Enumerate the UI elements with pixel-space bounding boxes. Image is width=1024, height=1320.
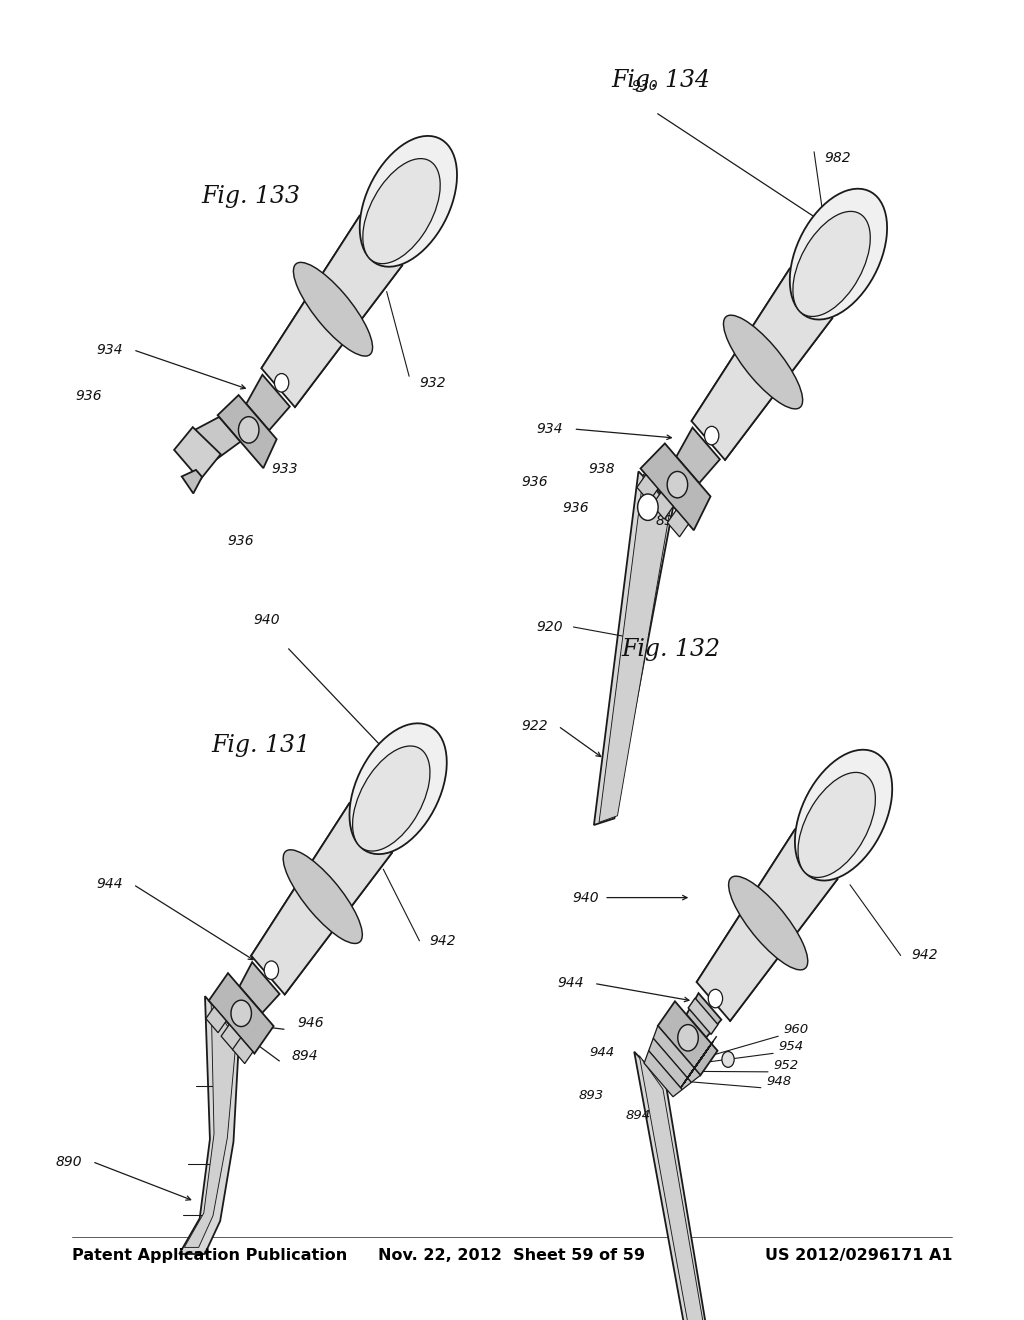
Polygon shape bbox=[251, 804, 392, 994]
Polygon shape bbox=[653, 1026, 700, 1082]
Ellipse shape bbox=[294, 263, 373, 356]
Text: Patent Application Publication: Patent Application Publication bbox=[72, 1249, 347, 1263]
Text: Fig. 134: Fig. 134 bbox=[611, 69, 710, 92]
Text: 952: 952 bbox=[773, 1059, 799, 1072]
Text: 936: 936 bbox=[227, 535, 254, 548]
Polygon shape bbox=[648, 1039, 691, 1089]
Ellipse shape bbox=[793, 211, 870, 317]
Circle shape bbox=[678, 1024, 698, 1051]
Polygon shape bbox=[261, 216, 402, 407]
Text: 930: 930 bbox=[408, 140, 434, 154]
Text: 940: 940 bbox=[253, 614, 280, 627]
Circle shape bbox=[274, 374, 289, 392]
Circle shape bbox=[668, 471, 688, 498]
Circle shape bbox=[638, 494, 658, 520]
Polygon shape bbox=[676, 428, 720, 483]
Polygon shape bbox=[179, 997, 240, 1254]
Text: 960: 960 bbox=[783, 1023, 809, 1036]
Text: 920: 920 bbox=[537, 620, 563, 634]
Circle shape bbox=[709, 989, 723, 1007]
Text: 890: 890 bbox=[55, 1155, 82, 1168]
Text: 982: 982 bbox=[824, 152, 851, 165]
Ellipse shape bbox=[352, 746, 430, 851]
Ellipse shape bbox=[724, 315, 803, 409]
Text: Nov. 22, 2012  Sheet 59 of 59: Nov. 22, 2012 Sheet 59 of 59 bbox=[379, 1249, 645, 1263]
Ellipse shape bbox=[798, 772, 876, 878]
Polygon shape bbox=[634, 1052, 712, 1320]
Polygon shape bbox=[246, 375, 290, 430]
Polygon shape bbox=[688, 998, 718, 1035]
Polygon shape bbox=[221, 1024, 242, 1051]
Circle shape bbox=[239, 417, 259, 444]
Ellipse shape bbox=[795, 750, 892, 880]
Polygon shape bbox=[206, 1007, 226, 1032]
Text: 934: 934 bbox=[537, 422, 563, 436]
Polygon shape bbox=[686, 993, 721, 1038]
Ellipse shape bbox=[790, 189, 887, 319]
Ellipse shape bbox=[729, 876, 808, 970]
Circle shape bbox=[264, 961, 279, 979]
Polygon shape bbox=[240, 962, 280, 1012]
Text: 932: 932 bbox=[420, 376, 446, 389]
Text: 894: 894 bbox=[292, 1049, 318, 1063]
Ellipse shape bbox=[359, 136, 457, 267]
Text: 944: 944 bbox=[589, 1045, 614, 1059]
Text: 948: 948 bbox=[766, 1074, 792, 1088]
Text: 944: 944 bbox=[557, 977, 584, 990]
Polygon shape bbox=[232, 1038, 253, 1064]
Text: 933: 933 bbox=[271, 462, 298, 475]
Text: 894: 894 bbox=[625, 1109, 650, 1122]
Text: 938: 938 bbox=[589, 462, 615, 475]
Text: Fig. 133: Fig. 133 bbox=[202, 185, 300, 209]
Polygon shape bbox=[644, 1051, 682, 1097]
Text: US 2012/0296171 A1: US 2012/0296171 A1 bbox=[765, 1249, 952, 1263]
Polygon shape bbox=[181, 470, 202, 494]
Circle shape bbox=[231, 1001, 252, 1027]
Polygon shape bbox=[640, 444, 711, 531]
Text: 930: 930 bbox=[632, 79, 658, 92]
Text: 936: 936 bbox=[76, 389, 102, 403]
Text: Fig. 132: Fig. 132 bbox=[622, 638, 720, 661]
Ellipse shape bbox=[349, 723, 446, 854]
Polygon shape bbox=[193, 417, 241, 462]
Polygon shape bbox=[668, 510, 688, 537]
Text: 942: 942 bbox=[430, 933, 457, 948]
Polygon shape bbox=[652, 492, 673, 519]
Polygon shape bbox=[594, 471, 673, 825]
Text: 936: 936 bbox=[521, 475, 548, 488]
Polygon shape bbox=[639, 1056, 709, 1320]
Text: 934: 934 bbox=[96, 343, 123, 356]
Polygon shape bbox=[696, 830, 838, 1020]
Polygon shape bbox=[657, 1002, 718, 1076]
Text: 944: 944 bbox=[96, 878, 123, 891]
Text: 946: 946 bbox=[297, 1016, 324, 1030]
Polygon shape bbox=[599, 474, 670, 822]
Polygon shape bbox=[209, 973, 273, 1053]
Ellipse shape bbox=[362, 158, 440, 264]
Circle shape bbox=[705, 426, 719, 445]
Polygon shape bbox=[218, 395, 276, 469]
Text: 894: 894 bbox=[655, 515, 682, 528]
Circle shape bbox=[722, 1052, 734, 1068]
Text: 940: 940 bbox=[572, 891, 599, 904]
Polygon shape bbox=[184, 1001, 237, 1247]
Text: 893: 893 bbox=[579, 1089, 604, 1102]
Text: Fig. 131: Fig. 131 bbox=[212, 734, 310, 758]
Polygon shape bbox=[637, 475, 658, 502]
Text: 942: 942 bbox=[911, 949, 938, 962]
Ellipse shape bbox=[284, 850, 362, 944]
Polygon shape bbox=[174, 428, 221, 480]
Text: 936: 936 bbox=[562, 502, 589, 515]
Polygon shape bbox=[691, 269, 833, 459]
Text: 922: 922 bbox=[521, 719, 548, 733]
Text: 954: 954 bbox=[778, 1040, 804, 1053]
